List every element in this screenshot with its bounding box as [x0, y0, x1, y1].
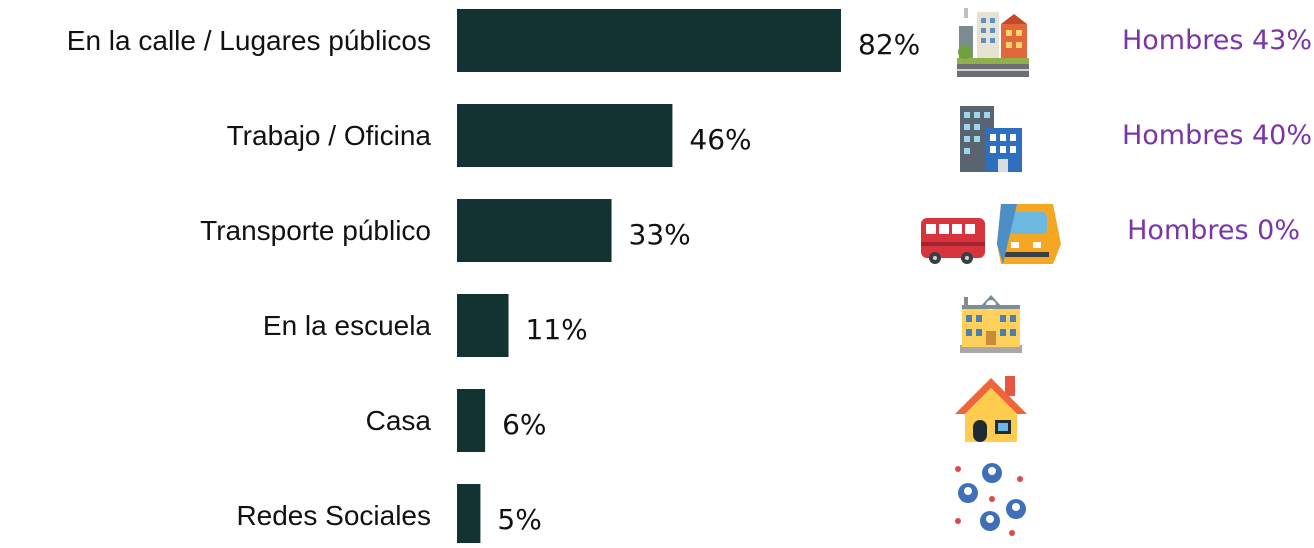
value-label-trabajo-oficina: 46%	[689, 123, 751, 156]
bar-casa	[457, 389, 486, 452]
office-building-icon	[960, 106, 1022, 172]
school-icon	[960, 295, 1022, 353]
social-network-icon	[955, 463, 1026, 536]
bus-and-train-icon	[921, 204, 1061, 264]
bars	[457, 9, 841, 547]
category-label-en-la-calle-lugares-publicos: En la calle / Lugares públicos	[67, 25, 431, 56]
category-label-redes-sociales: Redes Sociales	[236, 500, 431, 531]
value-label-transporte-publico: 33%	[629, 218, 691, 251]
annotation-trabajo-oficina: Hombres 40%	[1122, 120, 1312, 151]
value-label-redes-sociales: 5%	[497, 503, 541, 536]
labels: En la calle / Lugares públicos 82% Trabajo…	[67, 25, 1312, 536]
bar-en-la-calle-lugares-publicos	[457, 9, 841, 72]
annotation-transporte-publico: Hombres 0%	[1127, 215, 1300, 246]
category-label-trabajo-oficina: Trabajo / Oficina	[227, 120, 432, 151]
bar-redes-sociales	[457, 484, 481, 547]
annotation-en-la-calle-lugares-publicos: Hombres 43%	[1122, 25, 1312, 56]
bar-trabajo-oficina	[457, 104, 673, 167]
bar-en-la-escuela	[457, 294, 509, 357]
city-icon	[957, 8, 1029, 77]
bar-transporte-publico	[457, 199, 612, 262]
category-label-transporte-publico: Transporte público	[200, 215, 431, 246]
value-label-casa: 6%	[502, 408, 546, 441]
value-label-en-la-escuela: 11%	[526, 313, 588, 346]
category-label-en-la-escuela: En la escuela	[263, 310, 432, 341]
category-label-casa: Casa	[366, 405, 432, 436]
house-icon	[955, 376, 1027, 442]
value-label-en-la-calle-lugares-publicos: 82%	[858, 28, 920, 61]
